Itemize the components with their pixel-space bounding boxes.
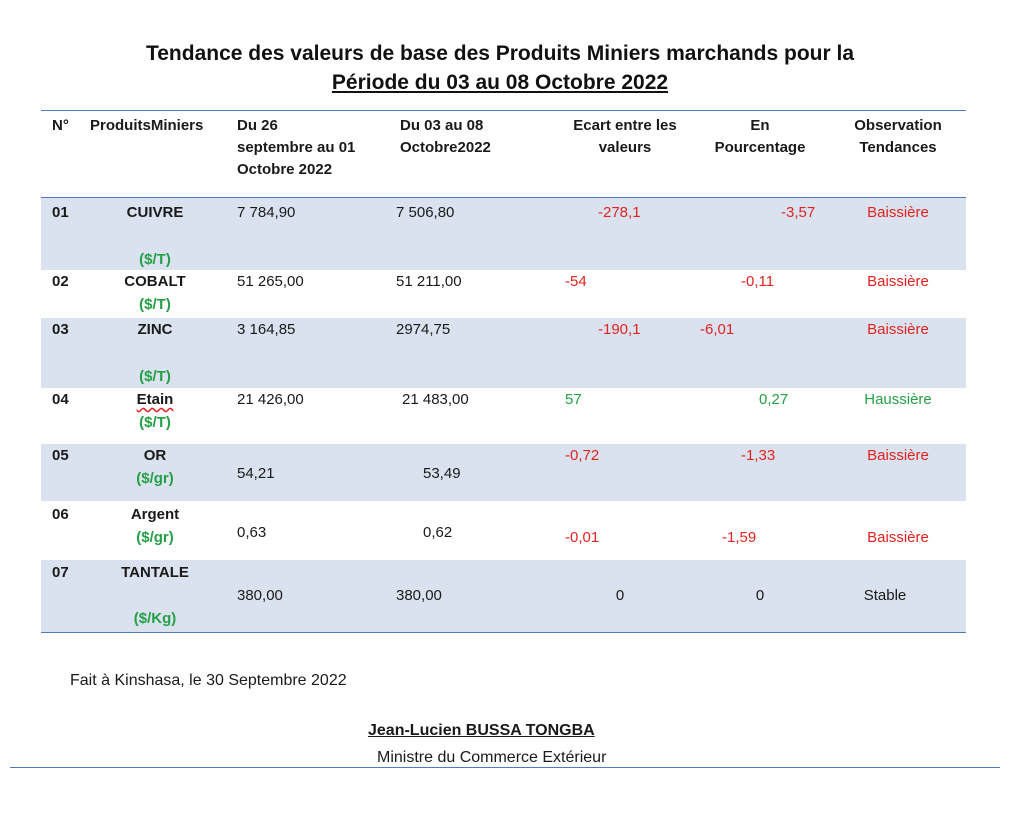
- ecart-value: 57: [565, 391, 582, 408]
- product-unit: ($/gr): [136, 529, 174, 546]
- product-name: ZINC: [137, 321, 173, 338]
- document-period: Période du 03 au 08 Octobre 2022: [331, 71, 669, 94]
- ecart-value: -54: [565, 273, 587, 290]
- prev-value: 7 784,90: [237, 204, 296, 221]
- row-no: 02: [52, 273, 69, 290]
- pct-value: -0,11: [741, 273, 775, 290]
- product-name: COBALT: [124, 273, 186, 290]
- prev-value: 51 265,00: [237, 273, 304, 290]
- trend-value: Stable: [863, 587, 907, 604]
- header-prev-period: Du 26 septembre au 01 Octobre 2022: [237, 117, 356, 178]
- ecart-value: -278,1: [598, 204, 641, 221]
- row-band-05: [41, 444, 966, 501]
- row-no: 05: [52, 447, 69, 464]
- pct-value: -3,57: [781, 204, 816, 221]
- header-no: N°: [52, 117, 69, 134]
- curr-value: 7 506,80: [396, 204, 455, 221]
- signatory-role: Ministre du Commerce Extérieur: [377, 749, 607, 766]
- product-unit: ($/Kg): [133, 610, 177, 627]
- row-band-03: [41, 318, 966, 388]
- prev-value: 3 164,85: [237, 321, 296, 338]
- footer-rule: [10, 767, 1000, 768]
- ecart-value: -190,1: [598, 321, 641, 338]
- ecart-value: 0: [615, 587, 625, 604]
- pct-value: -1,59: [722, 529, 757, 546]
- product-name: CUIVRE: [126, 204, 184, 221]
- trend-value: Baissière: [867, 273, 929, 290]
- header-curr-period: Du 03 au 08 Octobre2022: [400, 117, 491, 156]
- product-name: Etain: [136, 391, 174, 408]
- row-band-07: [41, 560, 966, 632]
- table-top-rule: [41, 110, 966, 111]
- curr-value: 21 483,00: [402, 391, 469, 408]
- curr-value: 0,62: [423, 524, 453, 541]
- product-unit: ($/T): [139, 414, 171, 431]
- row-band-01: [41, 198, 966, 270]
- row-no: 06: [52, 506, 69, 523]
- header-pourcentage: En Pourcentage: [714, 117, 806, 156]
- product-name: TANTALE: [121, 564, 189, 581]
- table-bottom-rule: [41, 632, 966, 633]
- place-date: Fait à Kinshasa, le 30 Septembre 2022: [70, 672, 347, 689]
- header-ecart: Ecart entre les valeurs: [573, 117, 677, 156]
- curr-value: 2974,75: [396, 321, 451, 338]
- product-name: Argent: [130, 506, 180, 523]
- row-no: 03: [52, 321, 69, 338]
- header-bottom-rule: [41, 197, 966, 198]
- prev-value: 380,00: [237, 587, 283, 604]
- product-unit: ($/T): [139, 251, 171, 268]
- row-no: 01: [52, 204, 69, 221]
- curr-value: 51 211,00: [396, 273, 462, 290]
- product-name: OR: [143, 447, 167, 464]
- trend-value: Baissière: [867, 529, 929, 546]
- ecart-value: -0,72: [565, 447, 600, 464]
- trend-value: Haussière: [864, 391, 932, 408]
- curr-value: 53,49: [423, 465, 461, 482]
- header-produits: ProduitsMiniers: [90, 117, 204, 134]
- trend-value: Baissière: [867, 204, 929, 221]
- pct-value: -6,01: [700, 321, 735, 338]
- product-unit: ($/T): [139, 368, 171, 385]
- document-title: Tendance des valeurs de base des Produit…: [145, 42, 854, 65]
- product-unit: ($/T): [139, 296, 171, 313]
- pct-value: 0,27: [759, 391, 789, 408]
- trend-value: Baissière: [867, 447, 929, 464]
- prev-value: 0,63: [237, 524, 267, 541]
- trend-value: Baissière: [867, 321, 929, 338]
- pct-value: 0: [755, 587, 765, 604]
- header-observation: Observation Tendances: [854, 117, 942, 156]
- signatory-name: Jean-Lucien BUSSA TONGBA: [368, 722, 595, 739]
- row-no: 07: [52, 564, 69, 581]
- ecart-value: -0,01: [565, 529, 600, 546]
- pct-value: -1,33: [741, 447, 776, 464]
- product-unit: ($/gr): [136, 470, 174, 487]
- prev-value: 21 426,00: [237, 391, 304, 408]
- row-no: 04: [52, 391, 69, 408]
- prev-value: 54,21: [237, 465, 275, 482]
- curr-value: 380,00: [396, 587, 442, 604]
